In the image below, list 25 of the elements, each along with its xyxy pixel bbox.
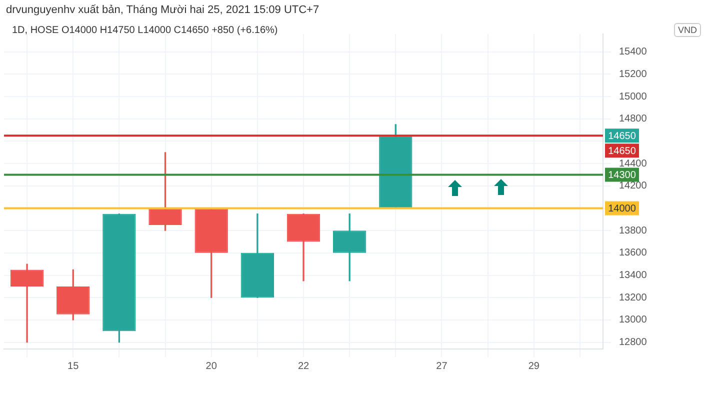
y-tick-label: 13000	[619, 314, 648, 326]
y-tick-label: 15000	[619, 91, 648, 102]
ref-line-label: 14000	[608, 204, 636, 215]
y-tick-label: 14400	[619, 158, 648, 170]
chart-title: 1D, HOSE O14000 H14750 L14000 C14650 +850 (+6.16%)	[12, 25, 278, 36]
annotation: 14650	[608, 130, 636, 142]
y-tick-label: 12800	[619, 337, 648, 348]
ref-line-label: 14300	[608, 170, 636, 181]
y-tick-label: 13800	[619, 225, 648, 236]
x-tick-label: 22	[298, 360, 310, 372]
y-tick-label: 13600	[619, 248, 648, 259]
ref-line-label: 14650	[608, 146, 636, 157]
y-tick-label: 13200	[619, 292, 648, 304]
x-tick-label: 27	[436, 360, 448, 372]
x-tick-label: 29	[528, 360, 540, 372]
y-tick-label: 14800	[619, 114, 648, 125]
y-tick-label: 15200	[619, 68, 648, 80]
y-tick-label: 14200	[619, 180, 648, 192]
text: VND	[674, 23, 702, 37]
x-tick-label: 15	[68, 360, 80, 372]
y-tick-label: 15400	[619, 46, 648, 58]
y-tick-label: 13400	[619, 270, 648, 282]
x-tick-label: 20	[206, 360, 218, 372]
candlestick	[10, 264, 44, 343]
chart-subtitle: drvunguyenhv xuất bản, Tháng Mười hai 25, 2021 15:09 UTC+7	[6, 4, 320, 16]
